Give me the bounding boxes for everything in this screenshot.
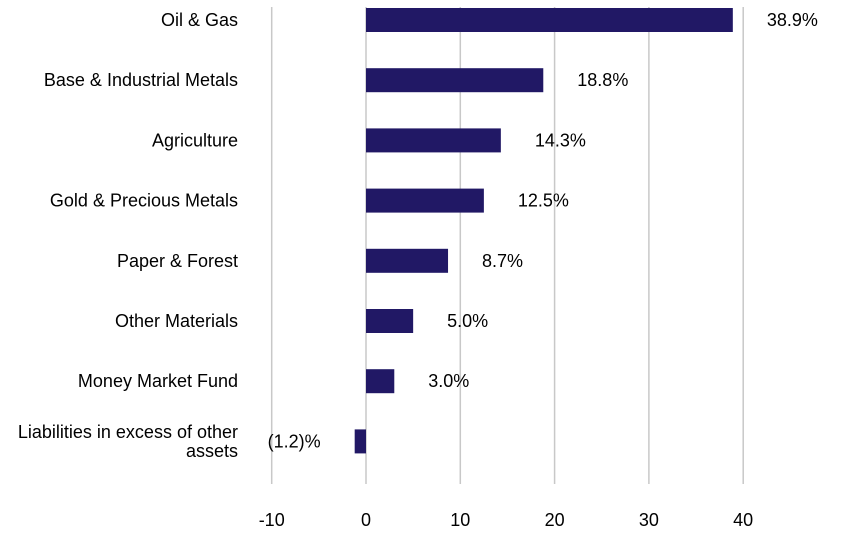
category-label: Oil & Gas: [161, 10, 238, 30]
bar: [366, 248, 449, 273]
data-labels: 38.9% 18.8% 14.3% 12.5% 8.7% 5.0% 3.0% (1.2)%: [268, 10, 818, 451]
x-tick-label: 10: [450, 510, 470, 530]
x-tick-label: 20: [545, 510, 565, 530]
category-label: Paper & Forest: [117, 251, 238, 271]
data-label: 18.8%: [577, 70, 628, 90]
data-label: 14.3%: [535, 130, 586, 150]
bar: [354, 429, 366, 454]
x-tick-label: 40: [733, 510, 753, 530]
bars: [354, 8, 733, 454]
x-tick-label: -10: [259, 510, 285, 530]
bar: [366, 369, 395, 394]
data-label: (1.2)%: [268, 431, 321, 451]
category-labels: Oil & Gas Base & Industrial Metals Agricul…: [18, 10, 238, 461]
bar: [366, 188, 484, 213]
data-label: 3.0%: [428, 371, 469, 391]
data-label: 12.5%: [518, 191, 569, 211]
bar: [366, 8, 733, 32]
data-label: 8.7%: [482, 251, 523, 271]
category-label: Liabilities in excess of other assets: [18, 422, 238, 461]
category-label: Other Materials: [115, 311, 238, 331]
category-label: Base & Industrial Metals: [44, 70, 238, 90]
data-label: 38.9%: [767, 10, 818, 30]
bar: [366, 128, 501, 153]
data-label: 5.0%: [447, 311, 488, 331]
category-label: Gold & Precious Metals: [50, 191, 238, 211]
category-label: Money Market Fund: [78, 371, 238, 391]
bar: [366, 309, 414, 333]
category-label: Agriculture: [152, 130, 238, 150]
x-tick-label: 30: [639, 510, 659, 530]
x-axis-tick-labels: -10 0 10 20 30 40: [259, 510, 754, 530]
bar: [366, 68, 544, 93]
x-tick-label: 0: [361, 510, 371, 530]
